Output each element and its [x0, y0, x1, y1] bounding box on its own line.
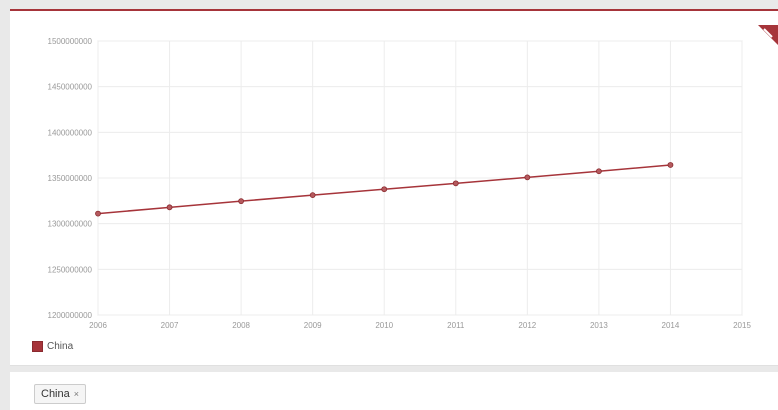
filter-bar: China ×: [10, 372, 778, 410]
x-tick-label: 2013: [590, 321, 608, 330]
legend[interactable]: China: [32, 341, 73, 352]
x-tick-label: 2010: [375, 321, 393, 330]
x-tick-label: 2011: [447, 321, 465, 330]
y-tick-label: 1300000000: [48, 220, 93, 229]
y-tick-label: 1500000000: [48, 37, 93, 46]
legend-label-china: China: [47, 341, 74, 352]
x-tick-label: 2007: [161, 321, 179, 330]
x-tick-label: 2014: [662, 321, 680, 330]
data-point[interactable]: [452, 180, 459, 187]
country-chip[interactable]: China ×: [34, 384, 87, 404]
x-tick-label: 2015: [733, 321, 751, 330]
grid: [97, 40, 743, 316]
y-tick-label: 1200000000: [48, 311, 93, 320]
close-icon[interactable]: ×: [73, 389, 80, 399]
y-axis-ticks: 1200000000 1250000000 1300000000 1350000000…: [48, 37, 93, 320]
x-tick-label: 2009: [304, 321, 322, 330]
country-chip-label: China: [41, 388, 70, 400]
data-point[interactable]: [524, 174, 531, 181]
legend-swatch-china: [32, 341, 43, 352]
y-tick-label: 1350000000: [48, 174, 93, 183]
chart-panel: 1200000000 1250000000 1300000000 1350000000…: [10, 11, 778, 366]
top-bar: [0, 0, 778, 10]
x-tick-label: 2008: [232, 321, 250, 330]
data-point[interactable]: [166, 204, 173, 211]
accent-line: [10, 9, 778, 11]
data-point[interactable]: [309, 192, 316, 199]
x-tick-label: 2006: [89, 321, 107, 330]
y-tick-label: 1450000000: [48, 83, 93, 92]
y-tick-label: 1400000000: [48, 128, 93, 137]
data-point[interactable]: [595, 168, 602, 175]
y-tick-label: 1250000000: [48, 265, 93, 274]
data-point[interactable]: [95, 210, 101, 217]
series: [95, 162, 674, 217]
line-chart: 1200000000 1250000000 1300000000 1350000000…: [48, 37, 752, 330]
x-tick-label: 2012: [518, 321, 536, 330]
data-point[interactable]: [667, 162, 674, 168]
export-icon[interactable]: [754, 21, 778, 45]
data-point[interactable]: [238, 198, 245, 205]
x-axis-ticks: 2006 2007 2008 2009 2010 2011 2012 2013 2014 2015: [89, 321, 751, 330]
data-point[interactable]: [381, 186, 388, 193]
